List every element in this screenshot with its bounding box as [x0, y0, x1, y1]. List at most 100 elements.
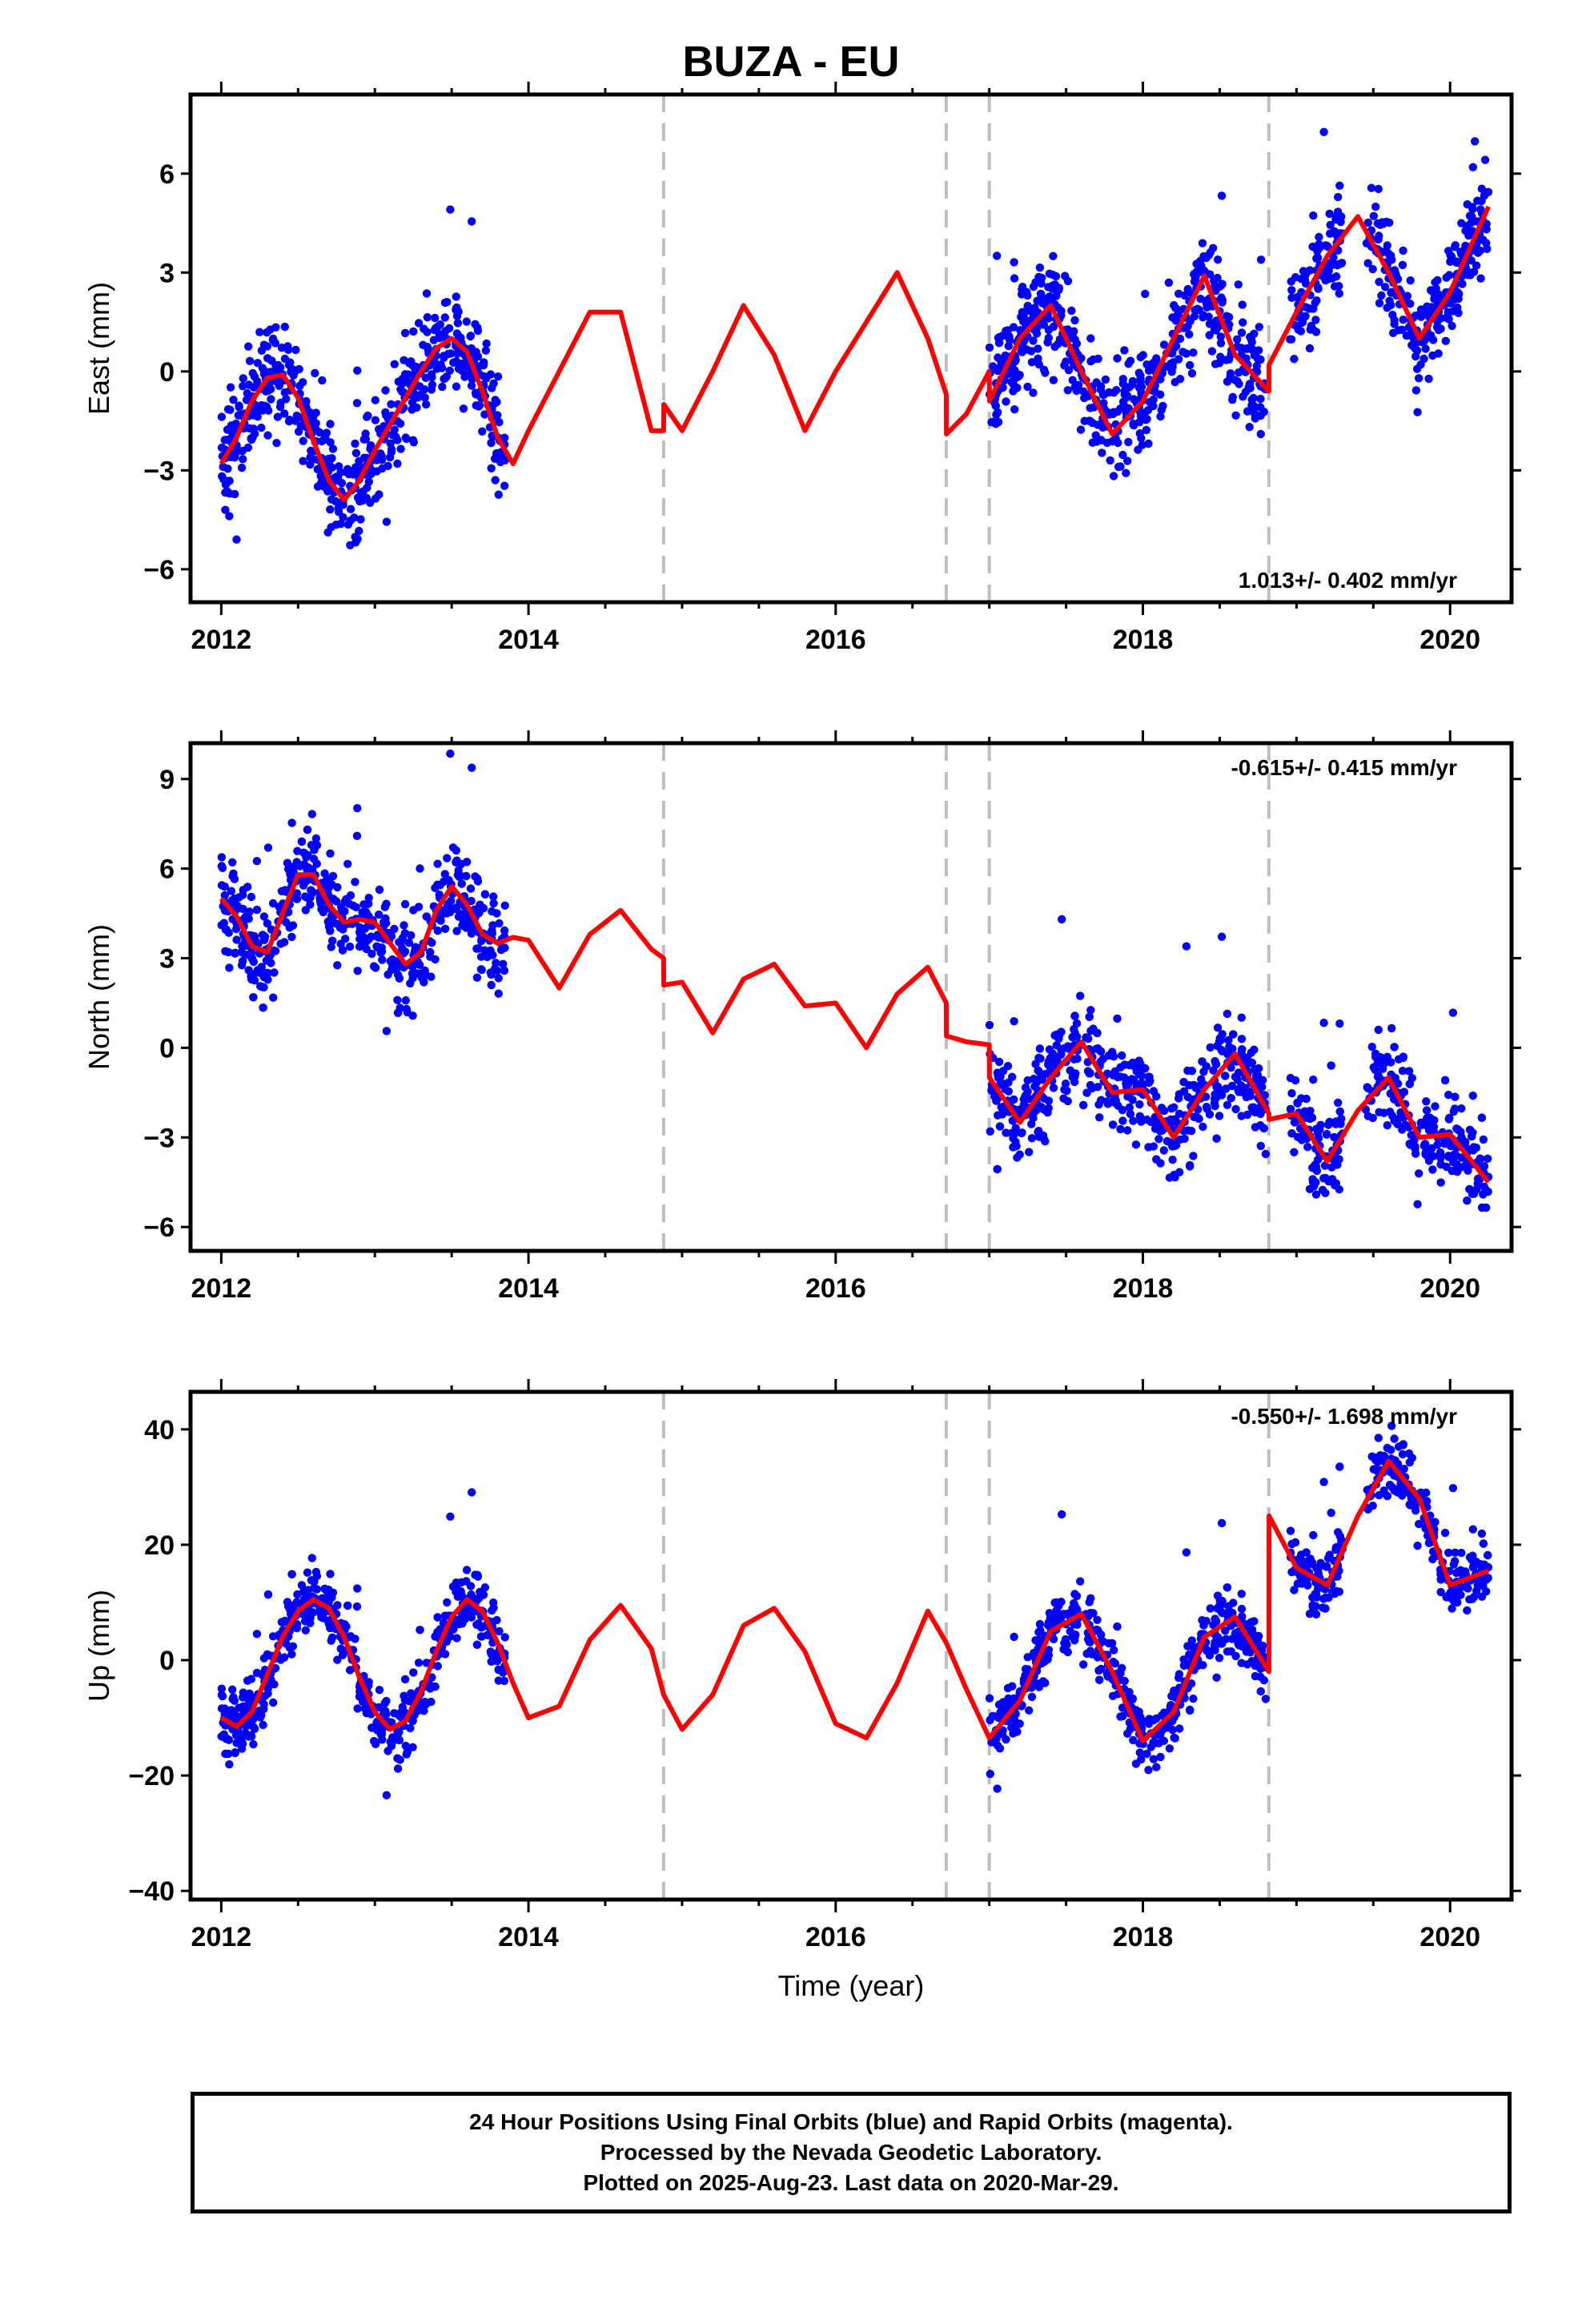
- data-point: [228, 1685, 237, 1694]
- data-point: [1451, 243, 1460, 251]
- data-point: [1457, 219, 1466, 227]
- data-point: [1336, 1120, 1345, 1128]
- data-point: [1399, 246, 1407, 255]
- data-point: [356, 515, 365, 524]
- data-point: [493, 372, 503, 381]
- data-point: [1113, 1014, 1122, 1023]
- data-point: [1059, 1610, 1068, 1618]
- data-point: [1110, 1646, 1118, 1655]
- data-point: [353, 1584, 362, 1593]
- data-point: [1457, 1548, 1466, 1558]
- data-point: [500, 1633, 509, 1642]
- data-point: [283, 345, 293, 354]
- data-point: [480, 410, 489, 419]
- data-point: [1480, 155, 1490, 164]
- data-point: [1322, 241, 1331, 250]
- data-point: [1428, 1165, 1437, 1174]
- data-point: [1221, 1626, 1230, 1635]
- data-point: [466, 1582, 476, 1590]
- data-point: [1286, 1104, 1295, 1114]
- data-point: [1221, 1072, 1230, 1080]
- data-point: [1256, 1672, 1265, 1681]
- data-point: [1374, 1433, 1383, 1442]
- data-point: [1144, 1143, 1153, 1152]
- data-point: [1431, 1102, 1439, 1111]
- data-point: [1431, 278, 1439, 287]
- data-point: [433, 1613, 442, 1622]
- data-point: [1174, 355, 1183, 364]
- data-point: [400, 929, 410, 938]
- data-point: [1377, 291, 1386, 300]
- data-point: [408, 969, 417, 978]
- data-point: [1050, 342, 1059, 352]
- data-point: [308, 865, 317, 874]
- data-point: [1140, 408, 1150, 417]
- east-frame: [188, 92, 1514, 605]
- data-point: [390, 360, 399, 368]
- data-point: [327, 523, 335, 532]
- data-point: [1010, 1632, 1018, 1642]
- data-point: [1309, 1076, 1318, 1084]
- data-point: [225, 512, 234, 521]
- data-point: [1477, 196, 1486, 206]
- data-point: [217, 1684, 227, 1693]
- data-point: [1168, 1716, 1177, 1726]
- data-point: [239, 374, 247, 383]
- data-point: [1070, 1590, 1079, 1598]
- data-point: [1205, 320, 1215, 328]
- data-point: [985, 1020, 994, 1030]
- x-tick-label: 2014: [498, 1922, 559, 1952]
- data-point: [386, 452, 395, 462]
- data-point: [1323, 1554, 1333, 1563]
- data-point: [1465, 1125, 1475, 1135]
- data-point: [1234, 280, 1243, 289]
- data-point: [1453, 1168, 1462, 1176]
- data-point: [326, 1570, 335, 1578]
- data-point: [241, 951, 250, 959]
- data-point: [455, 872, 464, 881]
- data-point: [1215, 1112, 1224, 1120]
- data-point: [363, 411, 372, 420]
- data-point: [247, 892, 256, 902]
- data-point: [328, 936, 337, 946]
- data-point: [265, 952, 274, 962]
- data-point: [326, 849, 335, 858]
- data-point: [382, 411, 391, 420]
- data-point: [1168, 349, 1177, 358]
- data-point: [217, 1704, 227, 1713]
- data-point: [447, 349, 456, 358]
- data-point: [1076, 991, 1085, 1000]
- data-point: [227, 887, 236, 895]
- data-point: [306, 900, 315, 909]
- data-point: [245, 1689, 254, 1698]
- y-tick-label: 9: [159, 765, 175, 795]
- data-point: [1415, 1519, 1423, 1529]
- data-point: [309, 419, 319, 428]
- data-point: [370, 962, 379, 971]
- x-tick-label: 2016: [805, 625, 866, 655]
- data-point: [1029, 336, 1038, 345]
- data-point: [1259, 1642, 1267, 1651]
- data-point: [1079, 1660, 1088, 1669]
- data-point: [1086, 334, 1095, 343]
- data-point: [409, 1668, 418, 1677]
- data-point: [1405, 1080, 1415, 1088]
- data-point: [1335, 1462, 1344, 1471]
- x-tick-label: 2020: [1419, 1273, 1480, 1304]
- data-point: [295, 381, 304, 391]
- data-point: [447, 896, 456, 906]
- data-point: [1010, 405, 1019, 414]
- data-point: [1448, 1484, 1458, 1493]
- x-tick-label: 2020: [1419, 625, 1480, 655]
- north-rate-label: -0.615+/- 0.415 mm/yr: [1231, 755, 1457, 780]
- data-point: [249, 993, 258, 1002]
- data-point: [297, 1581, 307, 1590]
- data-point: [452, 846, 460, 855]
- data-point: [1379, 1059, 1389, 1068]
- data-point: [1183, 1092, 1192, 1102]
- data-point: [218, 472, 227, 480]
- data-point: [436, 881, 444, 890]
- data-point: [1465, 1553, 1475, 1562]
- data-point: [283, 858, 292, 867]
- data-point: [500, 926, 509, 935]
